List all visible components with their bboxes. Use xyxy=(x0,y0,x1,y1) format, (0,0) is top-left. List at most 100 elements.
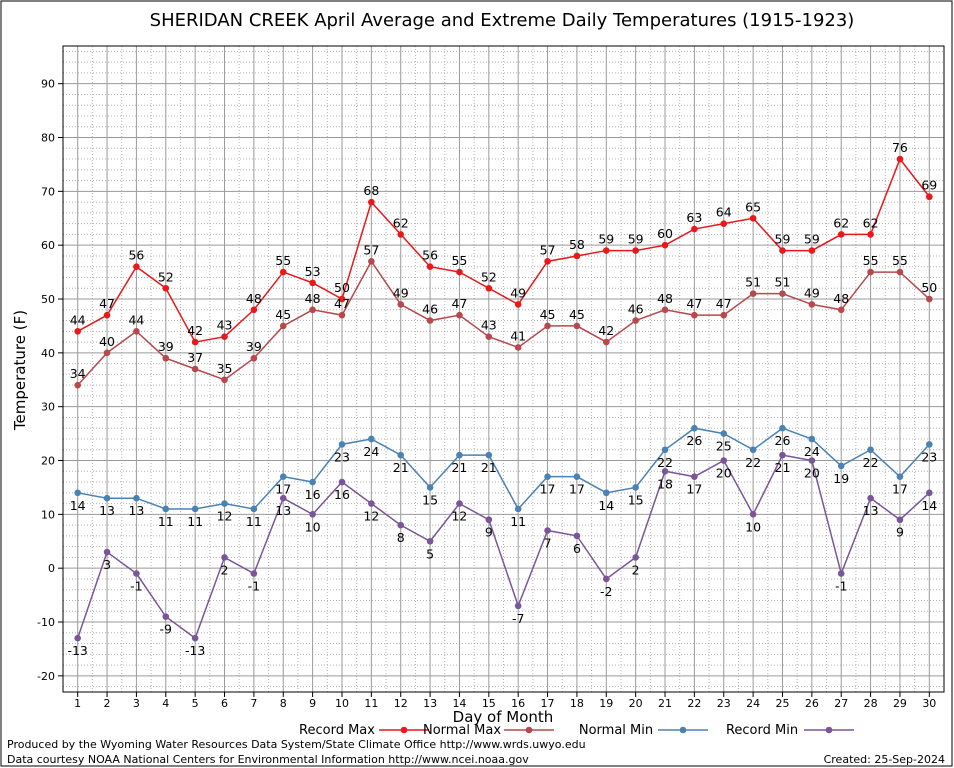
legend-swatch-marker xyxy=(400,726,408,734)
record-max-value-label: 47 xyxy=(99,296,115,311)
record-max-point xyxy=(867,231,874,238)
normal-min-point xyxy=(103,494,111,502)
record-min-point xyxy=(602,575,610,583)
normal-min-value-label: 11 xyxy=(246,514,262,529)
record-min-point xyxy=(338,478,346,486)
record-min-point xyxy=(514,602,522,610)
x-tick-label: 13 xyxy=(423,697,437,710)
record-min-value-label: 14 xyxy=(921,498,937,513)
record-min-value-label: 9 xyxy=(485,525,493,540)
record-max-value-label: 59 xyxy=(775,232,791,247)
normal-min-value-label: 11 xyxy=(187,514,203,529)
normal-min-point xyxy=(397,451,405,459)
x-tick-label: 8 xyxy=(280,697,287,710)
record-min-value-label: -2 xyxy=(600,584,612,599)
record-max-value-label: 56 xyxy=(422,248,438,263)
record-max-point xyxy=(279,268,287,276)
record-min-point xyxy=(250,570,258,577)
normal-min-point xyxy=(544,473,551,480)
record-min-point xyxy=(837,570,845,577)
record-min-point xyxy=(133,570,140,577)
record-min-point xyxy=(426,537,434,545)
record-max-value-label: 65 xyxy=(745,199,761,214)
x-tick-label: 2 xyxy=(104,697,111,710)
normal-min-point xyxy=(602,489,610,497)
record-min-point xyxy=(456,500,463,507)
normal-min-value-label: 15 xyxy=(422,492,438,507)
x-tick-label: 21 xyxy=(658,697,672,710)
normal-max-value-label: 48 xyxy=(657,291,673,306)
record-min-point xyxy=(397,521,405,529)
plot-grid xyxy=(63,46,944,692)
normal-min-point xyxy=(749,446,757,454)
normal-min-value-label: 11 xyxy=(158,514,174,529)
record-max-value-label: 52 xyxy=(158,269,174,284)
record-max-point xyxy=(191,338,199,346)
normal-max-point xyxy=(661,306,669,314)
record-min-point xyxy=(573,532,581,540)
normal-max-point xyxy=(720,311,728,319)
record-min-value-label: 20 xyxy=(804,466,820,481)
normal-max-value-label: 48 xyxy=(833,291,849,306)
x-tick-label: 3 xyxy=(133,697,140,710)
record-min-point xyxy=(74,634,81,642)
record-max-point xyxy=(779,247,786,254)
record-max-point xyxy=(338,295,346,303)
legend-item-record-max: Record Max xyxy=(299,723,429,738)
normal-min-value-label: 17 xyxy=(275,482,291,497)
normal-min-value-label: 15 xyxy=(628,492,644,507)
normal-max-point xyxy=(279,322,287,330)
normal-max-point xyxy=(485,333,493,341)
x-tick-label: 28 xyxy=(864,697,878,710)
record-max-value-label: 43 xyxy=(217,318,233,333)
normal-max-value-label: 49 xyxy=(804,285,820,300)
record-min-point xyxy=(279,494,287,502)
normal-max-value-label: 39 xyxy=(158,339,174,354)
y-tick-label: 50 xyxy=(41,293,55,306)
normal-min-value-label: 17 xyxy=(540,482,556,497)
record-max-point xyxy=(426,263,434,271)
normal-min-value-label: 17 xyxy=(569,482,585,497)
normal-min-value-label: 16 xyxy=(305,487,321,502)
record-min-value-label: 7 xyxy=(544,536,552,551)
normal-min-point xyxy=(133,494,140,502)
record-min-point xyxy=(926,489,933,497)
normal-min-value-label: 25 xyxy=(716,439,732,454)
x-tick-label: 30 xyxy=(922,697,936,710)
record-min-point xyxy=(191,634,199,642)
legend-swatch-marker xyxy=(525,726,533,734)
normal-max-value-label: 41 xyxy=(510,328,526,343)
x-tick-label: 16 xyxy=(511,697,525,710)
record-min-value-label: 10 xyxy=(305,519,321,534)
record-min-value-label: -7 xyxy=(512,611,524,626)
normal-max-point xyxy=(221,376,228,384)
record-min-value-label: 13 xyxy=(275,503,291,518)
record-min-value-label: 5 xyxy=(426,546,434,561)
normal-min-point xyxy=(456,451,463,459)
record-min-value-label: -1 xyxy=(248,579,260,594)
record-max-value-label: 55 xyxy=(451,253,467,268)
y-tick-label: -20 xyxy=(37,670,55,683)
record-max-point xyxy=(837,231,845,238)
record-max-value-label: 62 xyxy=(393,215,409,230)
x-tick-label: 26 xyxy=(805,697,819,710)
normal-max-value-label: 55 xyxy=(863,253,879,268)
normal-max-point xyxy=(632,317,639,324)
normal-max-value-label: 45 xyxy=(569,307,585,322)
x-tick-label: 6 xyxy=(221,697,228,710)
normal-max-value-label: 55 xyxy=(892,253,908,268)
record-max-value-label: 52 xyxy=(481,269,497,284)
normal-min-value-label: 21 xyxy=(481,460,497,475)
normal-min-point xyxy=(426,484,434,491)
normal-min-point xyxy=(867,446,874,454)
normal-min-point xyxy=(691,424,698,432)
plot-series xyxy=(74,155,933,642)
normal-min-point xyxy=(632,484,639,491)
normal-min-point xyxy=(338,441,346,448)
plot-frame xyxy=(62,45,945,693)
record-min-value-label: 9 xyxy=(896,525,904,540)
normal-min-value-label: 24 xyxy=(363,444,379,459)
legend-swatch-marker xyxy=(679,726,687,734)
record-max-point xyxy=(74,328,81,335)
legend-label: Record Min xyxy=(726,723,798,738)
